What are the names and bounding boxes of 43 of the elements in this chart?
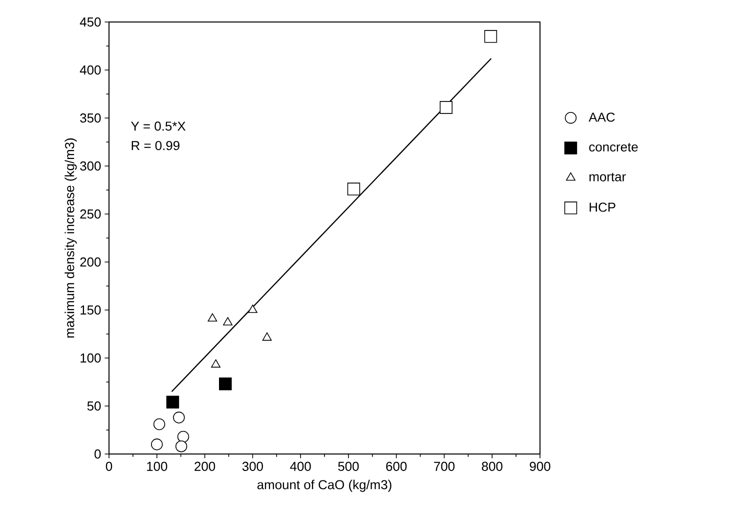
point [173, 412, 185, 424]
y-tick-label: 200 [80, 257, 101, 267]
x-axis-title: amount of CaO (kg/m3) [257, 480, 392, 492]
point [223, 317, 232, 326]
legend-label: concrete [589, 143, 638, 152]
point [175, 440, 188, 452]
point [248, 304, 258, 313]
point [151, 438, 163, 450]
legend-label: mortar [590, 172, 626, 182]
point [347, 182, 360, 196]
point [211, 359, 221, 368]
x-tick-label: 500 [338, 462, 359, 471]
point [484, 30, 498, 43]
x-tick-label: 400 [290, 462, 311, 471]
legend-label: AAC [588, 112, 615, 122]
legend-label: HCP [590, 202, 616, 212]
y-tick-label: 250 [80, 209, 101, 219]
y-tick-label: 350 [80, 113, 101, 123]
point [440, 101, 453, 114]
y-tick-label: 400 [80, 65, 101, 75]
annotation: R = 0.99 [132, 140, 180, 150]
point [166, 396, 180, 409]
point [177, 430, 190, 443]
point [262, 332, 272, 341]
x-tick-label: 100 [147, 462, 168, 471]
x-tick-label: 900 [530, 462, 550, 471]
point [153, 418, 166, 430]
y-tick-label: 300 [80, 161, 101, 171]
x-tick-label: 300 [242, 462, 263, 471]
y-tick-label: 0 [94, 449, 101, 459]
x-tick-label: 0 [106, 462, 112, 471]
point [208, 313, 218, 322]
y-tick-label: 50 [87, 401, 101, 411]
y-tick-label: 450 [80, 17, 101, 27]
x-tick-label: 700 [434, 462, 455, 471]
y-axis-title: maximum density increase (kg/m3) [64, 138, 77, 338]
annotation: Y = 0.5*X [131, 122, 186, 131]
x-tick-label: 200 [194, 462, 216, 471]
point [218, 378, 232, 390]
x-tick-label: 600 [386, 462, 407, 471]
y-tick-label: 100 [80, 353, 101, 363]
x-tick-label: 800 [482, 462, 502, 471]
y-tick-label: 150 [80, 305, 101, 315]
